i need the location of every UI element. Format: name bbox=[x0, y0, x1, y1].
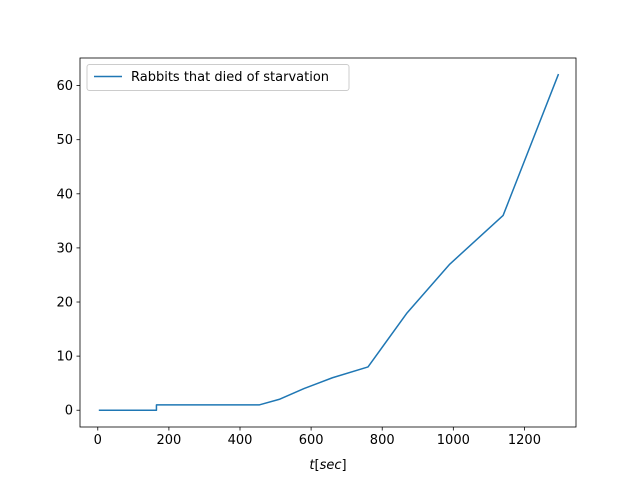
legend-frame bbox=[86, 64, 350, 91]
y-tick-label-20: 20 bbox=[56, 296, 73, 311]
x-tick-label-400: 400 bbox=[228, 433, 253, 448]
y-tick-label-60: 60 bbox=[56, 79, 73, 94]
y-tick-label-50: 50 bbox=[56, 133, 73, 148]
x-tick-label-200: 200 bbox=[156, 433, 181, 448]
y-tick-label-30: 30 bbox=[56, 241, 73, 256]
x-axis-label: t[sec] bbox=[309, 458, 346, 473]
y-tick-label-0: 0 bbox=[65, 404, 73, 419]
x-tick-label-800: 800 bbox=[370, 433, 395, 448]
x-tick-label-600: 600 bbox=[299, 433, 324, 448]
series-line-0 bbox=[98, 73, 560, 411]
y-tick-label-40: 40 bbox=[56, 187, 73, 202]
axes-frame bbox=[79, 57, 577, 428]
x-tick-label-1000: 1000 bbox=[437, 433, 470, 448]
series-layer bbox=[98, 73, 560, 411]
x-tick-label-0: 0 bbox=[94, 433, 102, 448]
axes-layer: 0 200 400 600 800 1000 1200 0 10 20 30 40 50 60 bbox=[56, 57, 577, 448]
x-tick-label-1200: 1200 bbox=[508, 433, 541, 448]
plot-area bbox=[80, 58, 576, 427]
legend-label: Rabbits that died of starvation bbox=[131, 70, 329, 85]
legend: Rabbits that died of starvation bbox=[86, 64, 350, 91]
y-tick-label-10: 10 bbox=[56, 350, 73, 365]
